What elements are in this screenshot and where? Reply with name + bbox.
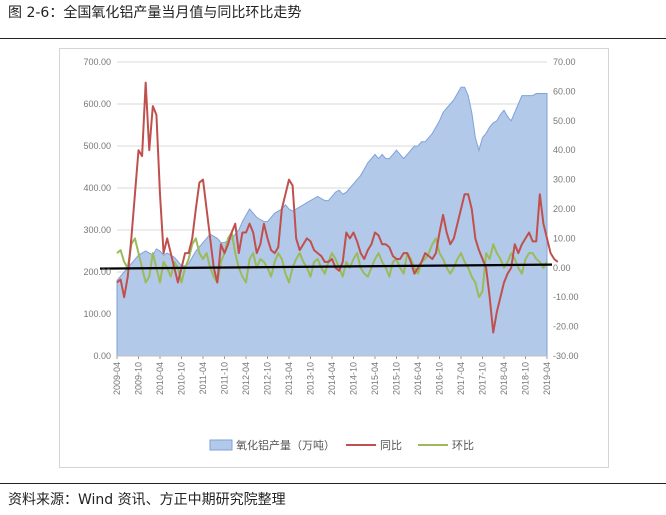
y-right-tick-label: 40.00 [553, 145, 576, 155]
y-left-tick-label: 400.00 [83, 183, 111, 193]
y-left-tick-label: 700.00 [83, 57, 111, 67]
yoy-line [116, 81, 559, 334]
y-left-tick-label: 600.00 [83, 99, 111, 109]
mom-line-series [116, 231, 548, 299]
x-tick-label: 2010-10 [177, 362, 187, 395]
x-tick-label: 2012-10 [263, 362, 273, 395]
x-tick-label: 2018-04 [499, 362, 509, 395]
axis-ticks: 0.00 100.00 200.00 300.00 400.00 500.00 600.00… [83, 57, 578, 395]
legend-swatch-production [209, 439, 233, 451]
x-tick-label: 2017-04 [456, 362, 466, 395]
y-right-tick-label: 70.00 [553, 57, 576, 67]
y-left-tick-label: 100.00 [83, 309, 111, 319]
yoy-line-series [116, 81, 559, 334]
legend: 氧化铝产量（万吨） 同比 环比 [209, 438, 474, 452]
x-tick-label: 2012-04 [241, 362, 251, 395]
legend-label-yoy: 同比 [380, 439, 402, 452]
zero-line [99, 263, 553, 270]
chart-panel: 0.00 100.00 200.00 300.00 400.00 500.00 600.00… [59, 48, 609, 468]
source-note: 资料来源：Wind 资讯、方正中期研究院整理 [8, 492, 286, 508]
legend-label-production: 氧化铝产量（万吨） [236, 438, 335, 452]
x-tick-label: 2017-10 [478, 362, 488, 395]
mom-line [116, 231, 548, 299]
x-tick-label: 2011-04 [198, 362, 208, 394]
y-right-tick-label: -20.00 [553, 322, 579, 332]
chart-canvas: 0.00 100.00 200.00 300.00 400.00 500.00 600.00… [83, 57, 578, 452]
y-right-tick-label: 20.00 [553, 204, 576, 214]
figure-title: 图 2-6：全国氧化铝产量当月值与同比环比走势 [8, 5, 302, 21]
top-rule [0, 38, 666, 39]
y-left-tick-label: 200.00 [83, 267, 111, 277]
zero-reference-line [99, 263, 553, 270]
x-tick-label: 2018-10 [521, 362, 531, 395]
x-tick-label: 2011-10 [220, 362, 230, 394]
production-area-series [116, 86, 548, 357]
x-tick-label: 2014-10 [349, 362, 359, 395]
y-left-tick-label: 300.00 [83, 225, 111, 235]
y-right-tick-label: -30.00 [553, 351, 579, 361]
y-right-tick-label: 0.00 [553, 263, 571, 273]
x-tick-label: 2019-04 [542, 362, 552, 395]
legend-label-mom: 环比 [452, 439, 474, 452]
y-right-tick-label: 10.00 [553, 233, 576, 243]
bottom-rule [0, 483, 666, 484]
x-tick-label: 2013-10 [306, 362, 316, 395]
y-left-tick-label: 0.00 [93, 351, 111, 361]
x-tick-label: 2014-04 [327, 362, 337, 395]
x-tick-label: 2016-10 [435, 362, 445, 395]
production-area [116, 86, 548, 357]
x-tick-label: 2016-04 [413, 362, 423, 395]
x-tick-label: 2010-04 [155, 362, 165, 395]
y-right-tick-label: -10.00 [553, 292, 579, 302]
x-tick-label: 2009-04 [112, 362, 122, 395]
y-right-tick-label: 50.00 [553, 116, 576, 126]
x-tick-label: 2015-04 [370, 362, 380, 395]
y-left-tick-label: 500.00 [83, 141, 111, 151]
x-tick-label: 2013-04 [284, 362, 294, 395]
x-tick-label: 2015-10 [392, 362, 402, 395]
y-right-tick-label: 60.00 [553, 86, 576, 96]
x-tick-label: 2009-10 [134, 362, 144, 395]
y-right-tick-label: 30.00 [553, 175, 576, 185]
